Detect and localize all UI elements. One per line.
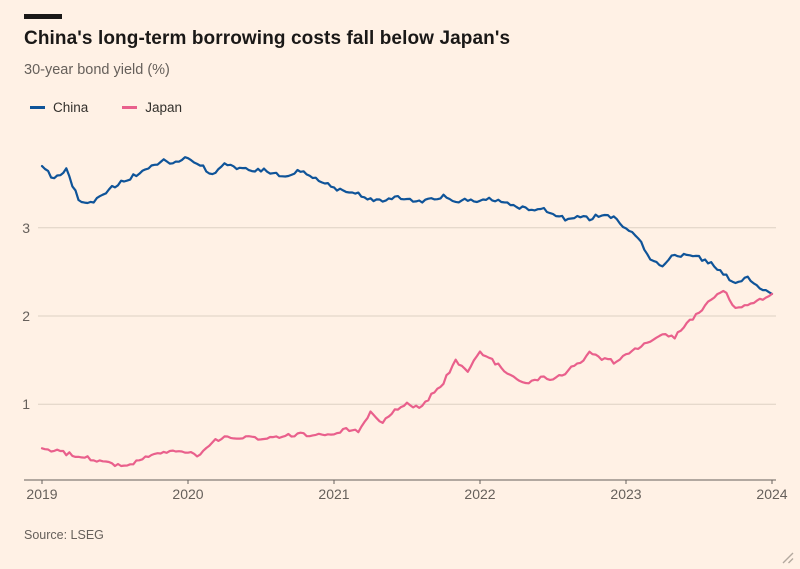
resize-grip-lines: [782, 552, 794, 564]
x-tick-label: 2023: [610, 486, 641, 502]
japan-line-swatch: [122, 106, 138, 109]
china-line: [40, 156, 774, 295]
x-tick-label: 2024: [756, 486, 787, 502]
kicker-bar: [24, 14, 62, 19]
legend-label-japan: Japan: [145, 100, 183, 115]
y-tick-label: 1: [22, 396, 30, 412]
x-tick-label: 2019: [26, 486, 57, 502]
x-tick-label: 2022: [464, 486, 495, 502]
legend-item-japan: Japan: [122, 100, 182, 115]
chart-legend: China Japan: [30, 100, 182, 115]
chart-subtitle: 30-year bond yield (%): [24, 62, 170, 78]
line-chart: 1 2 3 2019 2020 2021 2022 2023 2024: [22, 156, 788, 502]
source-note: Source: LSEG: [24, 528, 104, 542]
chart-title: China's long-term borrowing costs fall b…: [24, 28, 511, 49]
resize-grip-icon[interactable]: [781, 551, 794, 564]
y-tick-label: 2: [22, 308, 30, 324]
y-tick-label: 3: [22, 220, 30, 236]
x-tick-label: 2020: [172, 486, 203, 502]
china-line-swatch: [30, 106, 45, 109]
legend-label-china: China: [53, 100, 89, 115]
x-tick-label: 2021: [318, 486, 349, 502]
japan-line: [40, 289, 774, 468]
legend-item-china: China: [30, 100, 88, 115]
